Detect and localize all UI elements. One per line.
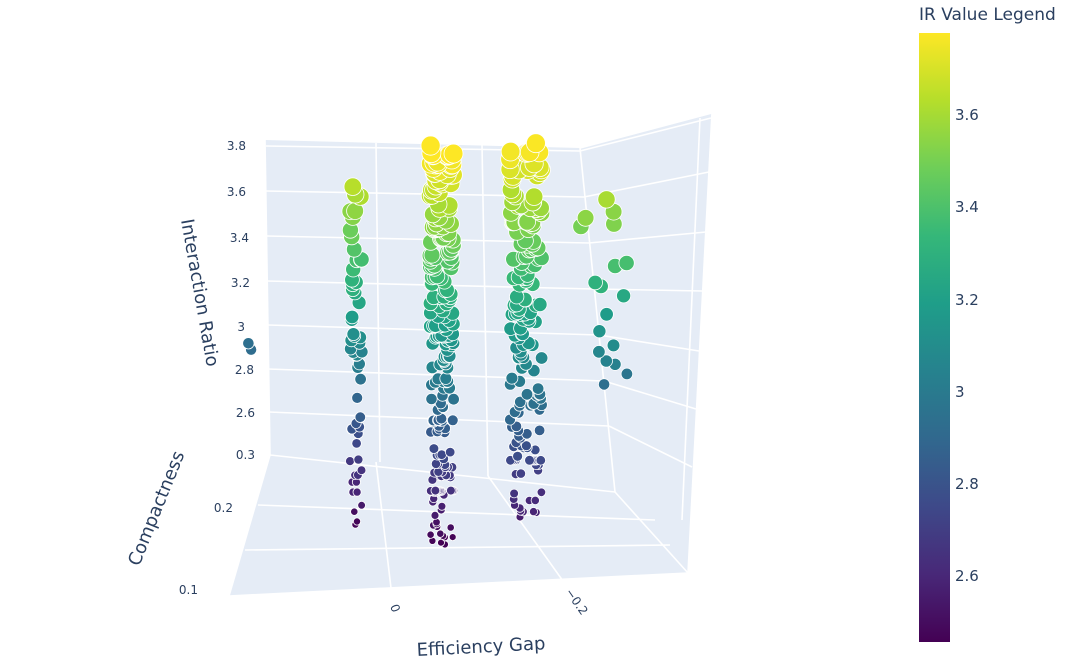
data-point <box>436 529 445 538</box>
colorbar-title: IR Value Legend <box>919 5 1056 25</box>
data-point <box>447 393 460 406</box>
data-point <box>620 367 634 381</box>
z-tick-label: 2.8 <box>235 363 254 377</box>
z-tick-label: 3.2 <box>231 276 250 290</box>
data-point <box>425 392 438 406</box>
colorbar-tick-label: 3.2 <box>955 291 979 309</box>
data-point <box>597 190 616 209</box>
colorbar-tick-label: 2.8 <box>955 475 979 493</box>
data-point <box>592 324 607 339</box>
data-point <box>512 450 523 462</box>
data-point <box>587 274 603 291</box>
data-point <box>524 454 535 466</box>
data-point <box>515 468 527 479</box>
y-axis-ticks: 0.3 0.2 0.1 <box>179 448 255 597</box>
data-point <box>533 424 546 437</box>
z-axis-title: Interaction Ratio <box>176 217 223 368</box>
scatter-points <box>242 133 635 549</box>
floor-plane <box>229 455 688 596</box>
data-point <box>526 133 546 154</box>
data-point <box>618 254 635 272</box>
data-point <box>351 438 362 449</box>
data-point <box>509 488 519 499</box>
data-point <box>351 391 364 404</box>
data-point <box>430 511 440 520</box>
x-axis-title: Efficiency Gap <box>416 633 546 661</box>
colorbar-tick-label: 3.6 <box>955 106 979 124</box>
data-point <box>446 485 456 496</box>
data-point <box>599 307 614 322</box>
data-point <box>343 177 363 196</box>
data-point <box>430 485 441 496</box>
data-point <box>344 309 360 325</box>
data-point <box>428 443 440 454</box>
data-point <box>446 523 455 532</box>
data-point <box>505 371 519 385</box>
data-point <box>521 440 532 452</box>
data-point <box>445 446 456 458</box>
data-point <box>576 209 595 227</box>
data-point <box>352 517 361 526</box>
colorbar-tick-label: 3 <box>955 383 965 401</box>
colorbar-tick-label: 3.4 <box>955 198 979 216</box>
data-point <box>446 414 459 427</box>
z-axis-ticks: 3.8 3.6 3.4 3.2 3 2.8 2.6 <box>227 139 255 420</box>
y-tick-label: 0.1 <box>179 583 198 597</box>
x-axis-ticks: 0 −0.2 <box>387 586 591 618</box>
data-point <box>536 487 547 498</box>
y-tick-label: 0.3 <box>236 448 255 462</box>
data-point <box>439 372 453 385</box>
data-point <box>606 338 621 353</box>
data-point <box>534 351 549 365</box>
data-point <box>520 388 534 401</box>
y-axis-title: Compactness <box>124 448 189 569</box>
data-point <box>350 507 359 516</box>
z-tick-label: 3.8 <box>227 139 246 153</box>
data-point <box>531 382 545 395</box>
colorbar-gradient <box>919 33 950 642</box>
data-point <box>242 337 255 350</box>
x-tick-label: 0 <box>387 602 403 614</box>
data-point <box>357 500 366 510</box>
data-point <box>437 501 447 511</box>
data-point <box>352 487 362 497</box>
data-point <box>443 143 464 164</box>
x-tick-label: −0.2 <box>563 586 591 618</box>
y-tick-label: 0.2 <box>214 501 233 515</box>
data-point <box>354 373 367 386</box>
data-point <box>524 187 544 206</box>
data-point <box>597 378 611 391</box>
data-point <box>426 530 435 539</box>
data-point <box>599 354 613 368</box>
gridlines <box>228 112 713 597</box>
colorbar-tick-label: 2.6 <box>955 567 979 585</box>
z-tick-label: 2.6 <box>236 406 255 420</box>
data-point <box>353 454 364 465</box>
data-point <box>532 296 548 312</box>
data-point <box>535 455 547 466</box>
data-point <box>420 135 441 156</box>
data-point <box>345 456 355 467</box>
data-point <box>530 495 540 505</box>
z-tick-label: 3.6 <box>227 185 246 199</box>
z-tick-label: 3 <box>237 320 245 334</box>
colorbar: IR Value Legend 3.6 3.4 3.2 3 2.8 2.6 <box>919 5 1056 642</box>
z-tick-label: 3.4 <box>230 231 249 245</box>
data-point <box>529 507 539 517</box>
data-point <box>354 411 367 423</box>
data-point <box>356 465 367 476</box>
data-point <box>592 345 606 359</box>
data-point <box>346 327 361 342</box>
data-point <box>448 533 457 541</box>
data-point <box>616 288 632 304</box>
data-point <box>500 141 521 162</box>
